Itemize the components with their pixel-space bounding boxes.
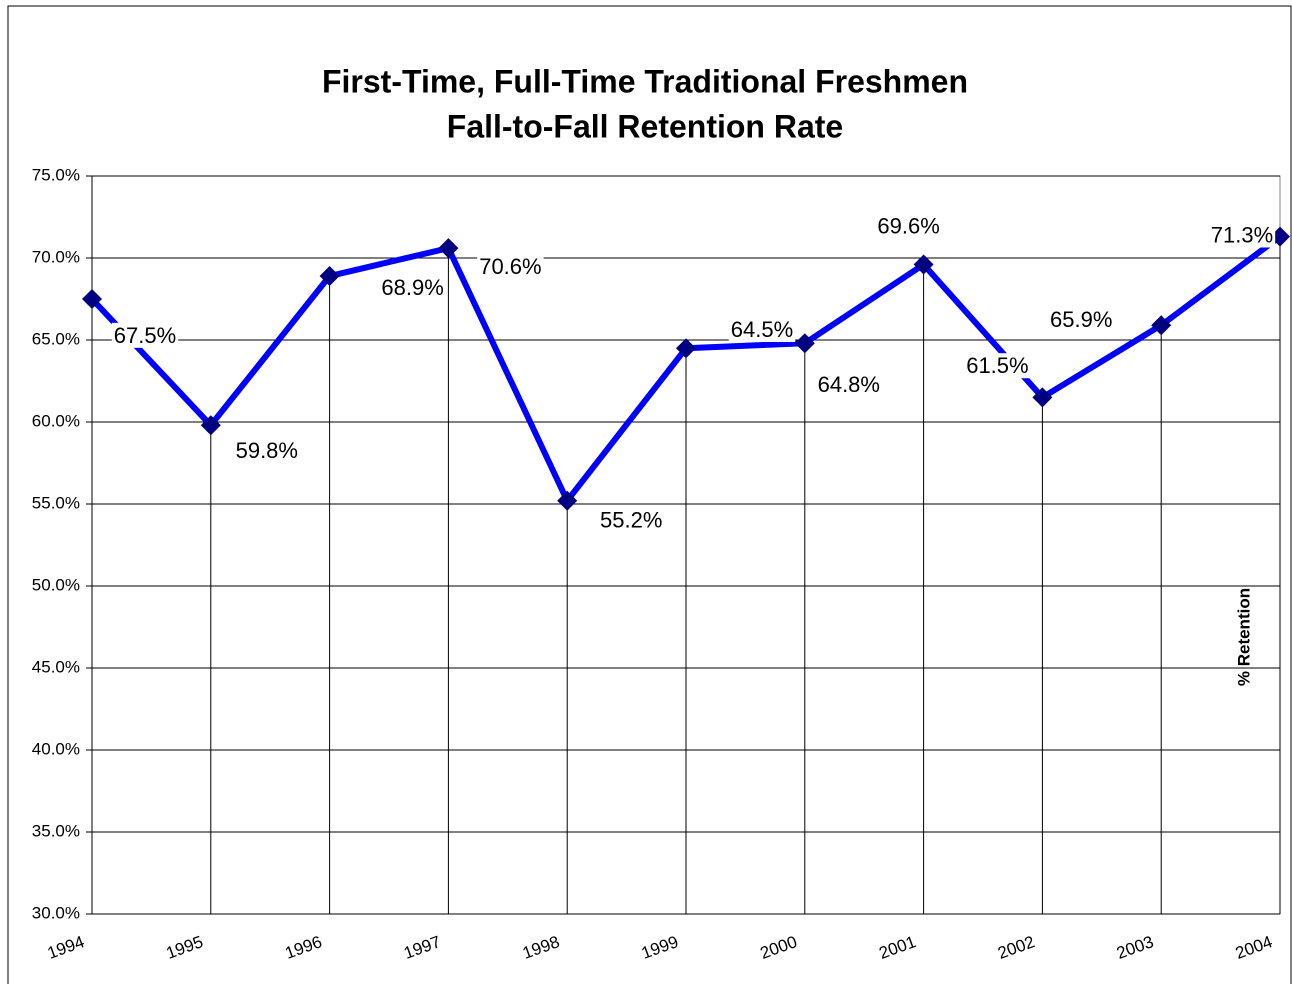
- data-label-group: 71.3%: [1208, 222, 1276, 248]
- data-label-bg: [233, 438, 300, 464]
- data-label-group: 65.9%: [1048, 307, 1115, 333]
- data-label: 64.5%: [731, 317, 793, 342]
- data-label: 70.6%: [479, 254, 541, 279]
- y-tick-label: 65.0%: [32, 329, 80, 348]
- data-label-bg: [598, 507, 665, 533]
- data-label-group: 64.5%: [728, 317, 796, 343]
- data-label-group: 69.6%: [875, 213, 942, 239]
- data-label: 71.3%: [1211, 222, 1273, 247]
- y-tick-label: 75.0%: [32, 165, 80, 184]
- data-label-bg: [1208, 222, 1276, 248]
- data-label-bg: [875, 213, 942, 239]
- data-label-group: 70.6%: [477, 253, 544, 279]
- data-label-bg: [815, 372, 882, 398]
- marker: [438, 238, 459, 259]
- data-label-group: 68.9%: [379, 274, 446, 300]
- data-label-bg: [728, 317, 796, 343]
- data-label-group: 67.5%: [111, 322, 179, 348]
- marker: [913, 254, 934, 275]
- data-label: 64.8%: [818, 372, 880, 397]
- y-axis-label: % Retention: [1234, 588, 1253, 686]
- data-label: 67.5%: [114, 323, 176, 348]
- data-label: 65.9%: [1050, 307, 1112, 332]
- data-label: 59.8%: [236, 438, 298, 463]
- marker: [794, 333, 815, 354]
- data-label: 61.5%: [966, 353, 1028, 378]
- data-label-group: 59.8%: [233, 438, 300, 464]
- data-label-group: 61.5%: [964, 353, 1031, 379]
- data-label-bg: [964, 353, 1031, 379]
- y-tick-label: 50.0%: [32, 575, 80, 594]
- marker: [319, 266, 340, 287]
- data-label-group: 64.8%: [815, 372, 882, 398]
- data-label-bg: [477, 253, 544, 279]
- y-tick-label: 35.0%: [32, 821, 80, 840]
- y-tick-label: 45.0%: [32, 657, 80, 676]
- marker: [676, 338, 696, 359]
- marker: [82, 289, 102, 309]
- data-label: 55.2%: [600, 508, 662, 533]
- y-tick-label: 30.0%: [32, 903, 80, 922]
- marker: [1151, 315, 1172, 336]
- chart-subtitle: Fall-to-Fall Retention Rate: [447, 108, 843, 144]
- data-label-bg: [1048, 307, 1115, 333]
- marker: [200, 415, 221, 436]
- marker: [557, 490, 578, 511]
- data-label-group: 55.2%: [598, 507, 665, 533]
- data-label: 68.9%: [381, 275, 443, 300]
- y-tick-label: 55.0%: [32, 493, 80, 512]
- y-tick-label: 40.0%: [32, 739, 80, 758]
- y-tick-label: 70.0%: [32, 247, 80, 266]
- y-tick-label: 60.0%: [32, 411, 80, 430]
- data-label-bg: [379, 274, 446, 300]
- marker: [1032, 387, 1053, 408]
- chart-title: First-Time, Full-Time Traditional Freshm…: [322, 63, 968, 99]
- data-label: 69.6%: [877, 213, 939, 238]
- data-label-bg: [111, 322, 179, 348]
